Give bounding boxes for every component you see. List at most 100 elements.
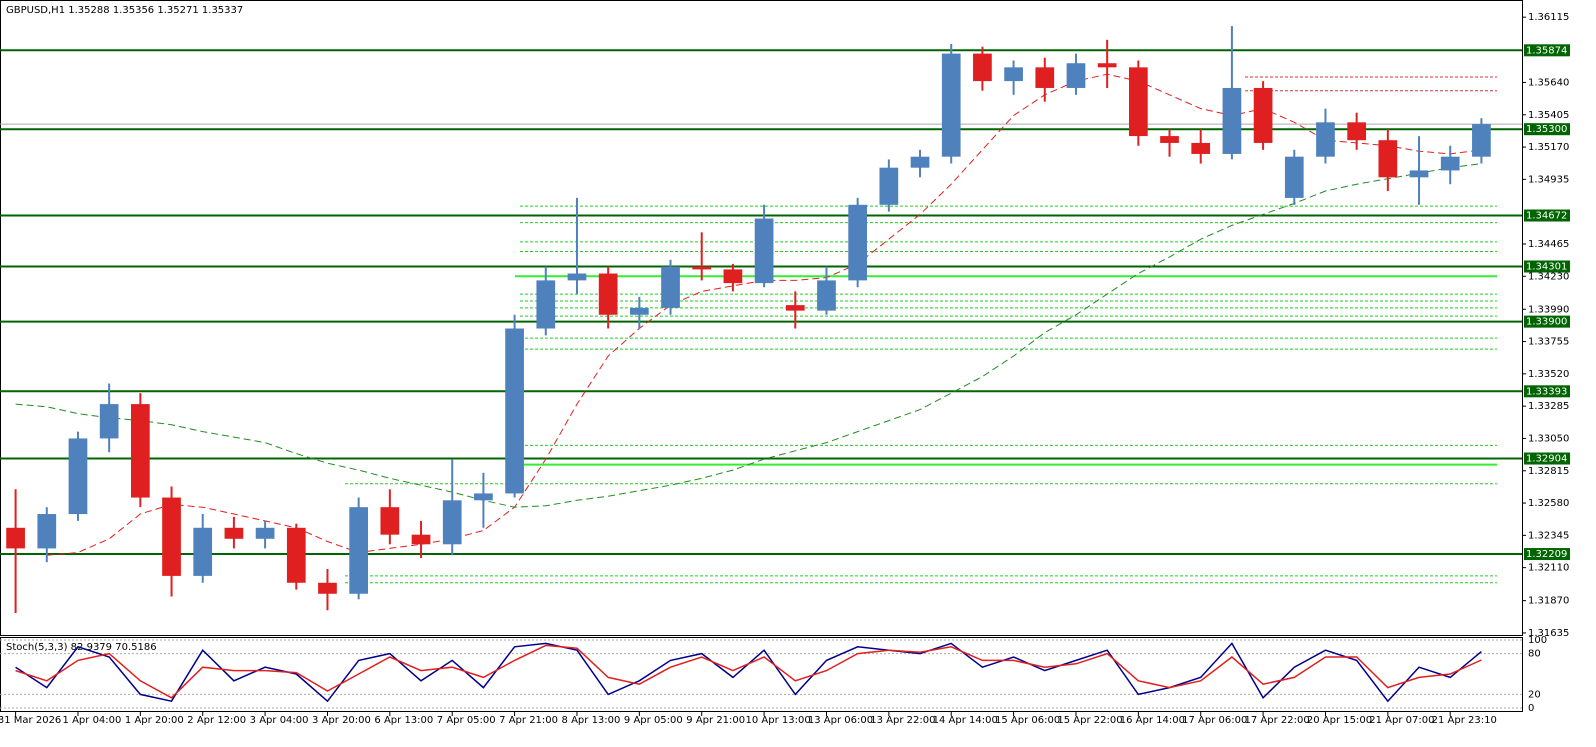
- candle-body: [1160, 136, 1179, 143]
- candle-body: [411, 534, 431, 545]
- x-tick-label: 3 Apr 20:00: [312, 715, 371, 726]
- x-tick-label: 13 Apr 06:00: [808, 715, 873, 726]
- candle-body: [1004, 67, 1023, 82]
- level-tag: [1524, 260, 1570, 273]
- level-label: 1.32209: [1526, 549, 1567, 560]
- candle-body: [692, 266, 712, 270]
- x-tick-label: 15 Apr 22:00: [1057, 715, 1122, 726]
- candle-body: [130, 404, 150, 498]
- y-tick-label: 20: [1528, 689, 1541, 700]
- candle-body: [349, 507, 369, 594]
- level-tag: [1524, 452, 1570, 465]
- candle-body: [162, 497, 181, 576]
- x-tick-label: 3 Apr 04:00: [250, 715, 309, 726]
- x-tick-label: 2 Apr 12:00: [187, 715, 246, 726]
- chart-header: GBPUSD,H1 1.35288 1.35356 1.35271 1.3533…: [6, 5, 243, 16]
- candle-body: [442, 500, 462, 545]
- candle-body: [1284, 156, 1304, 198]
- y-tick-label: 1.33520: [1528, 369, 1569, 380]
- candle-body: [99, 404, 119, 439]
- y-tick-label: 1.34935: [1528, 174, 1569, 185]
- y-tick-label: 1.32345: [1528, 530, 1569, 541]
- candle-body: [723, 269, 743, 284]
- candle-body: [754, 218, 774, 284]
- level-label: 1.32904: [1526, 454, 1567, 465]
- candle-body: [1253, 87, 1273, 143]
- x-tick-label: 14 Apr 14:00: [933, 715, 998, 726]
- x-tick-label: 1 Apr 04:00: [63, 715, 122, 726]
- x-tick-label: 1 Apr 20:00: [125, 715, 184, 726]
- ohlc-low: 1.35271: [157, 5, 198, 16]
- x-tick-label: 6 Apr 13:00: [374, 715, 433, 726]
- stoch-title: Stoch(5,3,3): [6, 642, 68, 653]
- y-tick-label: 1.36115: [1528, 12, 1569, 23]
- symbol: GBPUSD,H1: [6, 5, 65, 16]
- level-label: 1.34672: [1526, 211, 1567, 222]
- y-tick-label: 1.33050: [1528, 433, 1569, 444]
- x-tick-label: 13 Apr 22:00: [870, 715, 935, 726]
- level-label: 1.34301: [1526, 262, 1567, 273]
- candle-body: [1440, 156, 1460, 171]
- candle-body: [1191, 142, 1211, 154]
- candle-body: [318, 582, 337, 594]
- x-tick-label: 9 Apr 21:00: [686, 715, 745, 726]
- candle-body: [255, 527, 275, 539]
- level-tag: [1524, 209, 1570, 222]
- candle-body: [37, 514, 57, 549]
- candle-body: [380, 507, 400, 535]
- x-tick-label: 7 Apr 21:00: [499, 715, 558, 726]
- candle-body: [785, 305, 805, 311]
- y-tick-label: 1.32815: [1528, 466, 1569, 477]
- candle-body: [879, 167, 899, 205]
- x-tick-label: 21 Apr 23:10: [1432, 715, 1497, 726]
- y-tick-label: 100: [1528, 635, 1547, 646]
- candle-body: [973, 53, 992, 82]
- y-tick-label: 1.31635: [1528, 628, 1569, 639]
- level-tag: [1524, 548, 1570, 561]
- x-tick-label: 21 Apr 07:00: [1369, 715, 1434, 726]
- level-label: 1.33393: [1526, 386, 1567, 397]
- stoch-main: 82.9379: [71, 642, 112, 653]
- candle-body: [1409, 170, 1429, 178]
- x-tick-label: 17 Apr 06:00: [1182, 715, 1247, 726]
- y-tick-label: 1.35405: [1528, 110, 1569, 121]
- x-tick-label: 15 Apr 06:00: [995, 715, 1060, 726]
- candle-body: [505, 328, 524, 494]
- candle-body: [941, 53, 961, 157]
- candle-body: [567, 273, 587, 281]
- candle-body: [848, 204, 868, 281]
- candle-body: [286, 527, 306, 583]
- ohlc-open: 1.35288: [68, 5, 109, 16]
- y-tick-label: 1.34230: [1528, 271, 1569, 282]
- y-tick-label: 1.32580: [1528, 498, 1569, 509]
- candle-body: [474, 493, 493, 501]
- level-tag: [1524, 123, 1570, 136]
- candle-body: [629, 307, 649, 315]
- line-series: [15, 644, 1482, 699]
- y-tick-label: 0: [1528, 703, 1534, 714]
- candle-body: [1347, 122, 1367, 141]
- candle-body: [598, 273, 618, 315]
- level-label: 1.35300: [1526, 124, 1567, 135]
- candle-body: [536, 280, 556, 329]
- x-tick-label: 31 Mar 2026: [0, 715, 61, 726]
- x-tick-label: 9 Apr 05:00: [624, 715, 683, 726]
- y-tick-label: 1.33285: [1528, 401, 1569, 412]
- y-tick-label: 1.32110: [1528, 563, 1569, 574]
- candle-body: [224, 527, 244, 539]
- y-tick-label: 1.33990: [1528, 304, 1569, 315]
- y-tick-label: 1.31870: [1528, 596, 1569, 607]
- stoch-frame: [0, 637, 1523, 712]
- x-tick-label: 7 Apr 05:00: [437, 715, 496, 726]
- candle-body: [6, 527, 25, 549]
- candle-body: [1035, 67, 1055, 88]
- y-tick-label: 1.35640: [1528, 77, 1569, 88]
- candle-body: [910, 156, 930, 168]
- candle-body: [68, 438, 88, 515]
- ohlc-close: 1.35337: [202, 5, 243, 16]
- candle-body: [1066, 63, 1086, 88]
- x-tick-label: 8 Apr 13:00: [562, 715, 621, 726]
- x-tick-label: 10 Apr 13:00: [745, 715, 810, 726]
- level-label: 1.35874: [1526, 45, 1567, 56]
- candle-body: [1316, 122, 1335, 157]
